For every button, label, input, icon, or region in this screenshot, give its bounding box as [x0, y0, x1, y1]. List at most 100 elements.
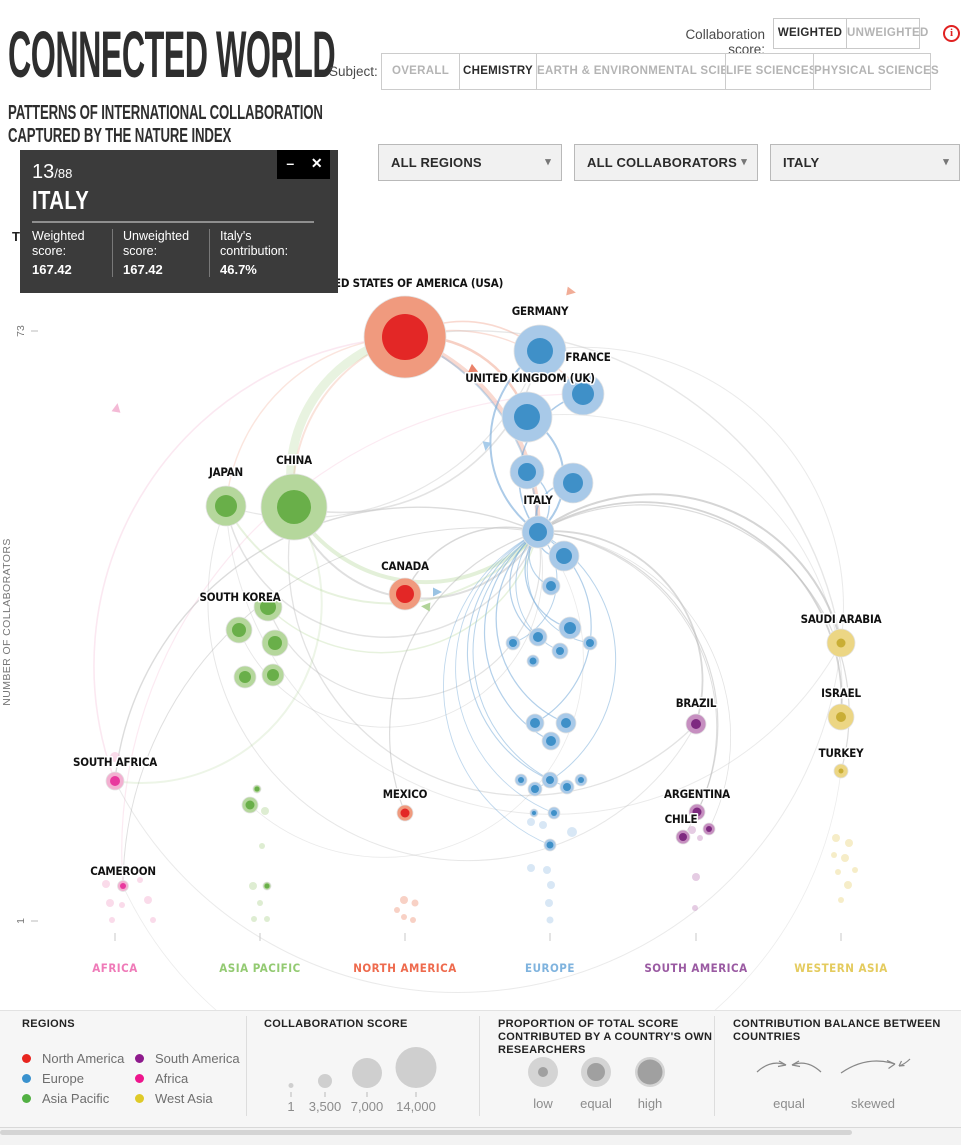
bubble-argentina[interactable] [688, 803, 706, 821]
bubble-eu1[interactable] [509, 454, 545, 490]
country-detail-tooltip: – ✕ 13/88 ITALY Weighted score: 167.42 U… [20, 150, 338, 293]
weighted-button[interactable]: WEIGHTED [773, 18, 847, 49]
bubble-sa1[interactable] [702, 822, 716, 836]
bubble-eu9[interactable] [582, 635, 598, 651]
unweighted-score-stat: Unweighted score: 167.42 [112, 229, 209, 277]
balance-arrow-icon [898, 1064, 905, 1067]
bubble-eu11[interactable] [525, 713, 545, 733]
minimize-icon[interactable]: – [286, 155, 295, 171]
bubble-ap4[interactable] [261, 663, 285, 687]
stat-label: Italy's contribution: [220, 229, 289, 258]
bubble-eu5[interactable] [558, 616, 582, 640]
faint-country-dot [410, 917, 416, 923]
bubble-eu2[interactable] [552, 462, 594, 504]
legend-item-label: West Asia [155, 1090, 213, 1106]
country-label: MEXICO [383, 787, 428, 801]
bubble-china[interactable] [260, 473, 328, 541]
collaboration-arc [537, 493, 842, 644]
legend-proportion-title: PROPORTION OF TOTAL SCORE CONTRIBUTED BY… [498, 1018, 713, 1056]
bubble-uk[interactable] [501, 391, 553, 443]
bubble-eu3[interactable] [548, 540, 580, 572]
bubble-israel[interactable] [827, 703, 855, 731]
horizontal-scrollbar[interactable] [0, 1130, 852, 1135]
bubble-eu10[interactable] [526, 654, 540, 668]
legend-score-title: COLLABORATION SCORE [264, 1018, 408, 1030]
tab-earth-environmental-sciences[interactable]: EARTH & ENVIRONMENTAL SCIENCES [536, 53, 761, 90]
stat-label: Weighted score: [32, 229, 85, 258]
region-filter-dropdown[interactable]: ALL REGIONS ▾ [378, 144, 562, 181]
bubble-eu18[interactable] [574, 773, 588, 787]
balance-arrow-icon [756, 1062, 787, 1073]
faint-country-dot [110, 752, 120, 762]
faint-country-dot [119, 902, 125, 908]
bubble-eu6[interactable] [528, 627, 548, 647]
bubble-canada[interactable] [388, 577, 422, 611]
collaborator-filter-value: ALL COLLABORATORS [587, 155, 738, 170]
bubble-eu13[interactable] [541, 731, 561, 751]
collaboration-arc [495, 531, 567, 724]
faint-country-dot [688, 826, 696, 834]
bubble-cameroon[interactable] [117, 880, 129, 892]
country-label: SOUTH KOREA [199, 590, 280, 604]
faint-country-dot [394, 907, 400, 913]
score-tick-label: 3,500 [309, 1099, 342, 1114]
bubble-usa[interactable] [363, 295, 447, 379]
bubble-ap6[interactable] [252, 784, 262, 794]
bubble-safrica[interactable] [105, 771, 125, 791]
tab-chemistry[interactable]: CHEMISTRY [459, 53, 537, 90]
balance-label: skewed [851, 1096, 895, 1111]
collaboration-arc [537, 531, 732, 830]
bubble-skorea[interactable] [253, 592, 283, 622]
faint-country-dot [150, 917, 156, 923]
bubble-eu8[interactable] [551, 642, 569, 660]
close-icon[interactable]: ✕ [310, 155, 323, 171]
country-filter-value: ITALY [783, 155, 820, 170]
faint-country-dot [832, 834, 840, 842]
balance-label: equal [773, 1096, 805, 1111]
info-icon[interactable]: i [943, 25, 960, 42]
bubble-eu4[interactable] [541, 576, 561, 596]
country-filter-dropdown[interactable]: ITALY ▾ [770, 144, 960, 181]
stat-value: 167.42 [123, 262, 163, 277]
faint-country-dot [697, 835, 703, 841]
bubble-japan[interactable] [205, 485, 247, 527]
bubble-eu19[interactable] [529, 808, 539, 818]
collaboration-arc [93, 336, 406, 782]
bubble-ap2[interactable] [261, 629, 289, 657]
unweighted-button[interactable]: UNWEIGHTED [846, 18, 928, 49]
bubble-mexico[interactable] [396, 804, 414, 822]
tab-life-sciences[interactable]: LIFE SCIENCES [725, 53, 817, 90]
bubble-eu17[interactable] [559, 779, 575, 795]
arc-arrowhead-icon [566, 286, 576, 296]
bubble-eu7[interactable] [505, 635, 521, 651]
collaboration-arc [287, 506, 697, 797]
bubble-italy[interactable] [521, 515, 555, 549]
bubble-eu15[interactable] [527, 781, 543, 797]
tab-physical-sciences[interactable]: PHYSICAL SCIENCES [813, 53, 939, 90]
tab-overall[interactable]: OVERALL [381, 53, 460, 90]
bubble-eu21[interactable] [543, 838, 557, 852]
score-scale-circle [318, 1074, 332, 1088]
chevron-down-icon: ▾ [943, 156, 949, 168]
proportion-label: high [638, 1096, 663, 1111]
bubble-france[interactable] [561, 372, 605, 416]
bubble-eu20[interactable] [547, 806, 561, 820]
bubble-ap7[interactable] [262, 881, 272, 891]
faint-country-dot [841, 854, 849, 862]
country-label: BRAZIL [676, 696, 717, 710]
bubble-ap5[interactable] [241, 796, 259, 814]
bubble-saudi[interactable] [826, 628, 856, 658]
bubble-germany[interactable] [513, 324, 567, 378]
bubble-brazil[interactable] [685, 713, 707, 735]
faint-country-dot [401, 914, 407, 920]
bubble-chile[interactable] [675, 829, 691, 845]
bubble-eu14[interactable] [514, 773, 528, 787]
collaborator-filter-dropdown[interactable]: ALL COLLABORATORS ▾ [574, 144, 758, 181]
bubble-turkey[interactable] [833, 763, 849, 779]
bubble-ap1[interactable] [225, 616, 253, 644]
bubble-eu12[interactable] [555, 712, 577, 734]
bubble-ap3[interactable] [233, 665, 257, 689]
country-label: TURKEY [819, 746, 865, 760]
bubble-eu16[interactable] [541, 771, 559, 789]
